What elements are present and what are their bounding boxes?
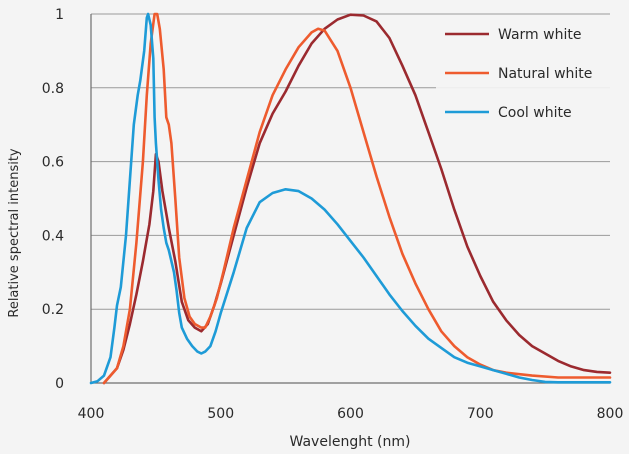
tick-labels-layer: 0 0.2 0.4 0.6 0.8 1 400 500 600 700 800	[42, 7, 624, 422]
x-tick-label: 400	[78, 406, 105, 422]
y-tick-label: 0.2	[42, 302, 64, 318]
legend-label: Cool white	[498, 105, 572, 121]
y-tick-label: 1	[55, 7, 64, 23]
y-tick-label: 0.4	[42, 228, 64, 244]
legend-label: Warm white	[498, 27, 581, 43]
y-tick-label: 0.8	[42, 81, 64, 97]
x-tick-label: 800	[597, 406, 624, 422]
x-axis-label: Wavelenght (nm)	[290, 434, 411, 450]
x-tick-label: 600	[337, 406, 364, 422]
series-line-natural-white	[102, 12, 612, 385]
y-tick-label: 0.6	[42, 155, 64, 171]
legend: Warm white Natural white Cool white	[436, 16, 610, 132]
series-layer	[89, 12, 612, 385]
x-tick-label: 500	[207, 406, 234, 422]
axes-layer	[90, 14, 610, 384]
legend-label: Natural white	[498, 66, 592, 82]
x-tick-label: 700	[467, 406, 494, 422]
y-axis-label: Relative spectral intensity	[7, 148, 22, 318]
series-line-cool-white	[89, 12, 612, 385]
y-tick-label: 0	[55, 376, 64, 392]
